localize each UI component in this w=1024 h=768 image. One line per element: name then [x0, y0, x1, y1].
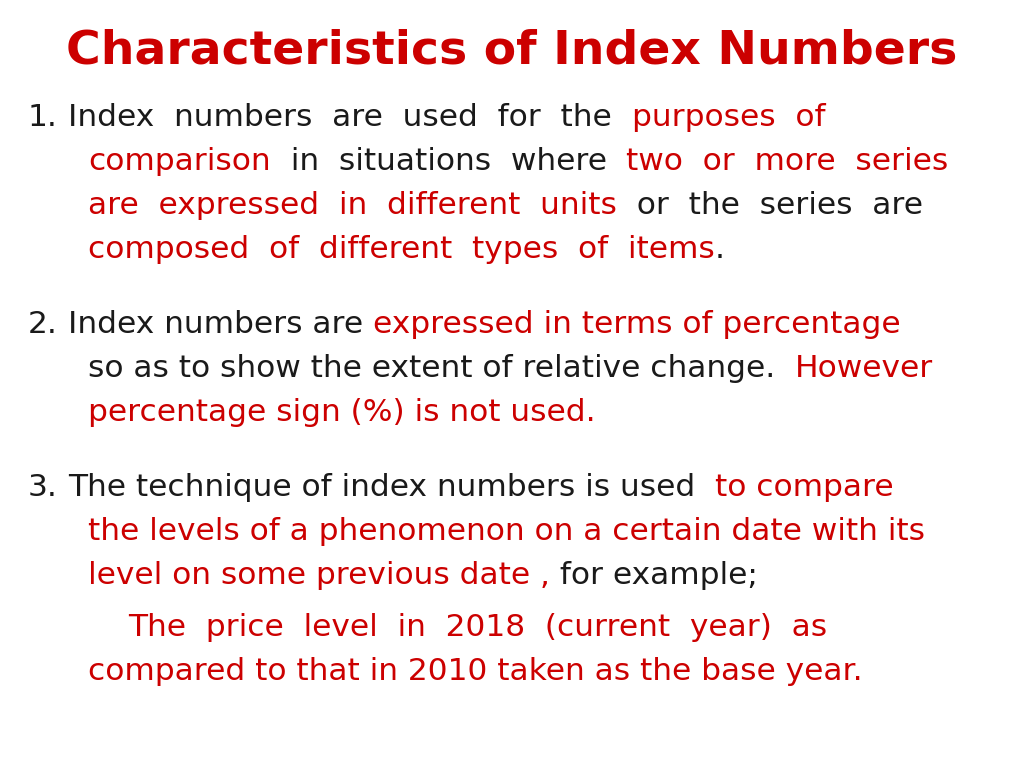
Text: 2.: 2. [28, 310, 58, 339]
Text: The technique of index numbers is used: The technique of index numbers is used [68, 472, 715, 502]
Text: percentage sign (%) is not used.: percentage sign (%) is not used. [88, 398, 596, 427]
Text: Index  numbers  are  used  for  the: Index numbers are used for the [68, 103, 632, 132]
Text: comparison: comparison [88, 147, 270, 176]
Text: so as to show the extent of relative change.: so as to show the extent of relative cha… [88, 354, 795, 382]
Text: Characteristics of Index Numbers: Characteristics of Index Numbers [67, 28, 957, 73]
Text: 3.: 3. [28, 472, 58, 502]
Text: are  expressed  in  different  units: are expressed in different units [88, 191, 616, 220]
Text: for example;: for example; [550, 561, 758, 590]
Text: composed  of  different  types  of  items: composed of different types of items [88, 235, 715, 264]
Text: or  the  series  are: or the series are [616, 191, 923, 220]
Text: The  price  level  in  2018  (current  year)  as: The price level in 2018 (current year) a… [128, 614, 827, 642]
Text: 1.: 1. [28, 103, 58, 132]
Text: expressed in terms of percentage: expressed in terms of percentage [373, 310, 901, 339]
Text: Index numbers are: Index numbers are [68, 310, 373, 339]
Text: level on some previous date ,: level on some previous date , [88, 561, 550, 590]
Text: in  situations  where: in situations where [270, 147, 627, 176]
Text: two  or  more  series: two or more series [627, 147, 948, 176]
Text: compared to that in 2010 taken as the base year.: compared to that in 2010 taken as the ba… [88, 657, 862, 687]
Text: the levels of a phenomenon on a certain date with its: the levels of a phenomenon on a certain … [88, 517, 925, 545]
Text: purposes  of: purposes of [632, 103, 825, 132]
Text: to compare: to compare [715, 472, 894, 502]
Text: However: However [795, 354, 933, 382]
Text: .: . [715, 235, 725, 264]
